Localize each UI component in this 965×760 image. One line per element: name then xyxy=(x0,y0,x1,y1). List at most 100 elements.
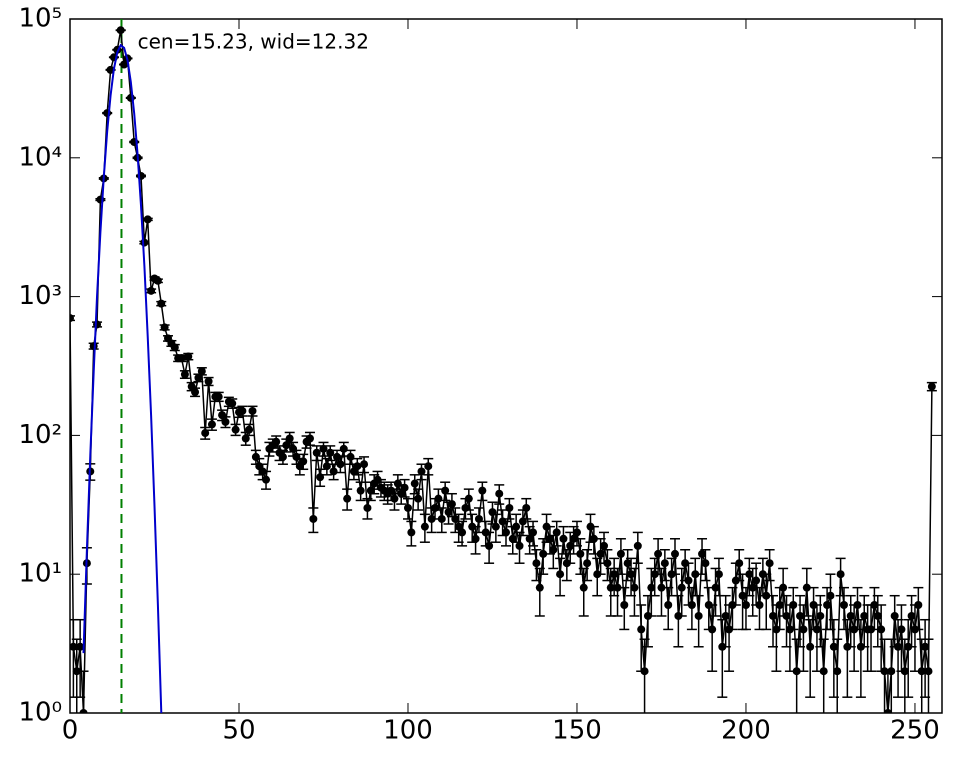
data-point xyxy=(752,576,761,585)
data-point xyxy=(799,625,808,634)
data-point xyxy=(670,549,679,558)
data-point xyxy=(914,600,923,609)
data-point xyxy=(823,600,832,609)
data-point xyxy=(545,534,554,543)
data-point xyxy=(860,611,869,620)
data-point xyxy=(907,611,916,620)
data-point xyxy=(231,425,240,434)
data-point xyxy=(600,541,609,550)
data-point xyxy=(748,583,757,592)
data-point xyxy=(525,534,534,543)
data-point xyxy=(603,559,612,568)
data-point xyxy=(191,388,200,397)
data-point xyxy=(458,528,467,537)
data-point xyxy=(572,528,581,537)
error-bar xyxy=(693,594,704,648)
data-point xyxy=(779,583,788,592)
data-point xyxy=(346,452,355,461)
data-line xyxy=(70,30,933,713)
data-point xyxy=(157,299,166,308)
data-point xyxy=(853,600,862,609)
data-point xyxy=(299,457,308,466)
data-point xyxy=(201,429,210,438)
data-point xyxy=(363,503,372,512)
data-point xyxy=(698,549,707,558)
data-point xyxy=(272,437,281,446)
data-point xyxy=(515,541,524,550)
data-point xyxy=(559,534,568,543)
data-point xyxy=(420,522,429,531)
data-point xyxy=(549,545,558,554)
error-bar xyxy=(923,638,934,713)
data-point xyxy=(877,625,886,634)
data-point xyxy=(691,570,700,579)
data-point xyxy=(410,479,419,488)
data-point xyxy=(238,406,247,415)
data-point xyxy=(329,467,338,476)
data-point xyxy=(532,559,541,568)
data-point xyxy=(583,559,592,568)
data-point xyxy=(897,625,906,634)
data-point xyxy=(278,452,287,461)
data-point xyxy=(579,583,588,592)
data-point xyxy=(478,486,487,495)
data-point xyxy=(539,549,548,558)
data-point xyxy=(72,667,81,676)
data-point xyxy=(812,625,821,634)
data-point xyxy=(245,425,254,434)
annotation: cen=15.23, wid=12.32 xyxy=(138,30,369,54)
x-tick-label: 150 xyxy=(552,716,602,746)
data-point xyxy=(701,559,710,568)
data-point xyxy=(796,611,805,620)
error-bar xyxy=(832,638,843,713)
data-point xyxy=(873,611,882,620)
data-point xyxy=(390,494,399,503)
data-point xyxy=(921,642,930,651)
error-bar xyxy=(78,670,89,713)
axes: 0 50 100 150 200 250 10⁰ 10¹ 10² 10³ 10⁴ 10⁵ cen=15.… xyxy=(18,4,942,746)
data-point xyxy=(806,642,815,651)
data-point xyxy=(194,373,203,382)
data-point xyxy=(221,417,230,426)
data-point xyxy=(160,323,169,332)
data-point xyxy=(900,667,909,676)
data-point xyxy=(829,642,838,651)
data-point xyxy=(677,583,686,592)
data-point xyxy=(529,528,538,537)
data-point xyxy=(657,583,666,592)
data-point xyxy=(147,286,156,295)
data-point xyxy=(184,352,193,361)
data-point xyxy=(512,522,521,531)
data-point xyxy=(782,611,791,620)
data-point xyxy=(319,444,328,453)
data-point xyxy=(262,475,271,484)
data-point xyxy=(471,534,480,543)
plot-frame xyxy=(69,18,943,714)
data-point xyxy=(613,583,622,592)
data-point xyxy=(721,611,730,620)
data-point xyxy=(434,494,443,503)
data-point xyxy=(890,611,899,620)
data-point xyxy=(684,576,693,585)
data-point xyxy=(177,354,186,363)
y-tick-label: 10¹ xyxy=(18,559,62,589)
data-point xyxy=(654,549,663,558)
data-point xyxy=(839,600,848,609)
data-point xyxy=(552,528,561,537)
data-point xyxy=(589,534,598,543)
x-tick-label: 250 xyxy=(890,716,940,746)
data-point xyxy=(70,314,74,323)
x-tick-label: 50 xyxy=(222,716,255,746)
data-point xyxy=(735,559,744,568)
data-point xyxy=(339,444,348,453)
data-point xyxy=(616,549,625,558)
data-point xyxy=(180,370,189,379)
data-point xyxy=(627,570,636,579)
data-point xyxy=(894,642,903,651)
data-point xyxy=(870,600,879,609)
data-point xyxy=(343,494,352,503)
data-point xyxy=(447,500,456,509)
data-point xyxy=(305,434,314,443)
data-point xyxy=(741,600,750,609)
